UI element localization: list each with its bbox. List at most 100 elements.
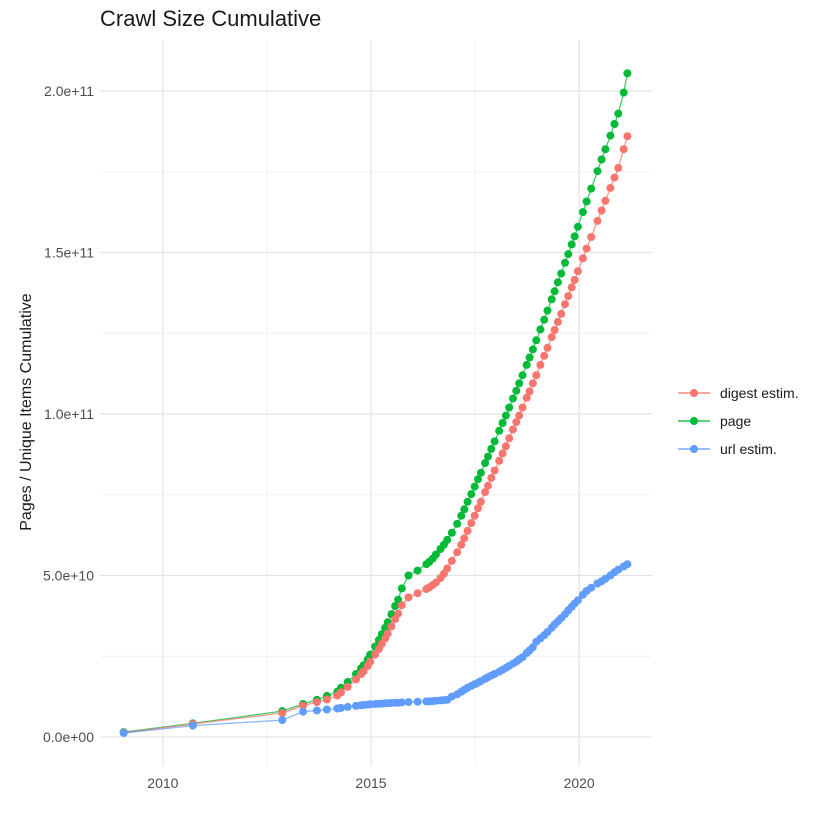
data-point (312, 698, 321, 707)
data-point (582, 244, 591, 253)
data-point (587, 184, 596, 193)
data-point (573, 222, 582, 231)
y-tick-label: 1.0e+11 (44, 406, 94, 422)
data-point (601, 145, 610, 154)
data-point (553, 317, 562, 326)
data-point (397, 698, 406, 707)
data-point (470, 482, 479, 491)
data-point (299, 707, 308, 716)
data-point (501, 411, 510, 420)
data-point (474, 504, 482, 513)
series-points-digest-estim- (119, 132, 632, 737)
data-point (391, 602, 400, 611)
data-point (322, 705, 331, 714)
data-point (119, 729, 128, 738)
data-point (404, 571, 413, 580)
legend-dot-icon (690, 389, 698, 397)
data-point (481, 459, 490, 468)
legend-item-label: digest estim. (720, 385, 799, 401)
x-tick-label: 2020 (564, 775, 595, 791)
data-point (515, 379, 524, 388)
data-point (460, 534, 469, 543)
data-point (614, 163, 623, 172)
legend-dot-icon (690, 417, 698, 425)
data-point (518, 403, 527, 412)
data-point (550, 287, 559, 296)
data-point (619, 145, 628, 154)
data-point (619, 88, 628, 97)
data-point (397, 584, 406, 593)
data-point (601, 196, 610, 205)
data-point (525, 353, 534, 362)
legend-item-label: page (720, 413, 752, 429)
data-point (394, 609, 403, 618)
data-point (498, 449, 507, 458)
data-point (447, 556, 456, 565)
data-point (536, 325, 545, 334)
data-point (337, 703, 345, 712)
data-point (397, 601, 406, 610)
data-point (474, 475, 482, 484)
data-point (606, 183, 615, 192)
data-point (610, 173, 619, 182)
data-point (383, 629, 392, 638)
data-point (481, 488, 490, 497)
y-tick-label: 0.0e+00 (43, 729, 94, 745)
data-point (623, 560, 632, 569)
data-point (573, 596, 582, 605)
data-point (431, 550, 440, 559)
y-tick-label: 5.0e+10 (43, 567, 94, 583)
data-point (547, 333, 556, 342)
data-point (553, 278, 562, 287)
data-point (515, 411, 524, 420)
data-point (278, 716, 287, 725)
data-point (593, 167, 602, 176)
data-point (570, 276, 579, 284)
series-points-url-estim- (119, 560, 632, 738)
data-point (457, 511, 466, 520)
data-point (443, 564, 452, 573)
data-point (188, 721, 197, 730)
data-point (543, 343, 552, 352)
data-point (278, 709, 287, 717)
data-point (564, 292, 573, 301)
legend-item-label: url estim. (720, 441, 777, 457)
data-point (561, 300, 569, 309)
data-point (505, 434, 514, 443)
legend-item: page (678, 407, 799, 435)
data-point (352, 675, 360, 684)
data-point (495, 426, 504, 435)
data-point (453, 519, 462, 528)
legend-key-icon (678, 413, 710, 429)
data-point (540, 315, 549, 324)
data-point (337, 688, 345, 697)
data-point (567, 283, 576, 292)
legend: digest estim. page url estim. (678, 379, 799, 463)
legend-key-icon (678, 385, 710, 401)
data-point (587, 583, 596, 592)
data-point (404, 593, 413, 602)
data-point (460, 505, 469, 514)
legend-key-icon (678, 441, 710, 457)
data-point (540, 351, 549, 360)
data-point (299, 701, 308, 710)
legend-dot-icon (690, 445, 698, 453)
data-point (557, 269, 566, 278)
data-point (509, 394, 517, 403)
data-point (623, 69, 632, 78)
data-point (512, 418, 521, 427)
data-point (597, 155, 606, 164)
data-point (487, 473, 496, 482)
data-point (610, 120, 619, 128)
y-tick-label: 1.5e+11 (44, 245, 94, 261)
data-point (467, 490, 476, 499)
data-point (597, 206, 606, 215)
data-point (490, 437, 499, 446)
data-point (522, 360, 531, 369)
data-point (501, 442, 510, 451)
data-point (606, 131, 615, 140)
data-point (567, 240, 576, 249)
data-point (463, 526, 472, 535)
data-point (495, 456, 504, 465)
